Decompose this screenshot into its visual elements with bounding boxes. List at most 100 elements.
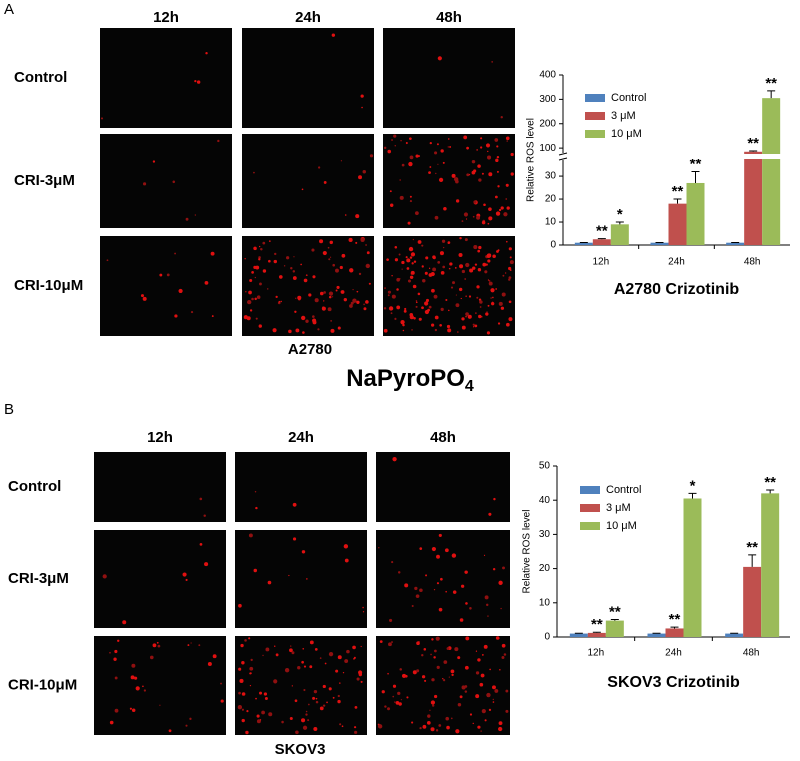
cell-signal xyxy=(369,154,374,158)
cell-signal xyxy=(505,709,509,713)
cell-signal xyxy=(354,706,358,709)
micrograph xyxy=(100,134,232,228)
cell-signal xyxy=(312,275,316,279)
cell-signal xyxy=(488,512,492,516)
cell-signal xyxy=(505,689,509,693)
cell-signal xyxy=(415,594,420,598)
cell-signal xyxy=(295,297,297,299)
cell-signal xyxy=(140,294,145,298)
cell-signal xyxy=(360,645,362,648)
x-tick-label: 12h xyxy=(587,648,604,659)
cell-signal xyxy=(459,695,463,699)
cell-signal xyxy=(510,172,514,176)
cell-signal xyxy=(238,691,241,695)
cell-signal xyxy=(378,546,380,549)
cell-signal xyxy=(258,324,262,328)
cell-signal xyxy=(251,297,254,301)
cell-signal xyxy=(433,294,438,299)
cell-signal xyxy=(505,240,508,243)
cell-signal xyxy=(343,297,347,302)
cell-signal xyxy=(443,660,448,664)
cell-signal xyxy=(268,259,271,263)
cell-signal xyxy=(362,606,364,609)
legend-label: 3 μM xyxy=(606,502,631,514)
cell-signal xyxy=(361,106,363,109)
cell-signal xyxy=(450,717,453,720)
cell-signal xyxy=(430,727,435,732)
cell-signal xyxy=(358,272,362,276)
cell-signal xyxy=(485,143,491,148)
bar xyxy=(686,182,705,245)
cell-signal xyxy=(301,315,306,321)
cell-signal xyxy=(477,249,481,253)
cell-signal xyxy=(481,172,484,175)
cell-signal xyxy=(488,708,492,712)
cell-signal xyxy=(396,305,401,310)
error-bar xyxy=(767,90,776,99)
cell-signal xyxy=(241,661,245,665)
cell-signal xyxy=(497,185,500,188)
cell-signal xyxy=(341,253,346,258)
cell-signal xyxy=(457,703,462,707)
cell-signal xyxy=(240,643,244,648)
cell-signal xyxy=(413,317,416,320)
cell-signal xyxy=(278,300,281,303)
cell-signal xyxy=(463,212,469,217)
cell-signal xyxy=(284,668,290,673)
row-label: CRI-10μM xyxy=(8,676,77,693)
cell-signal xyxy=(460,297,462,300)
cell-signal xyxy=(389,203,394,207)
cell-signal xyxy=(476,149,478,151)
cell-signal xyxy=(253,265,257,269)
cell-signal xyxy=(486,155,492,160)
cell-signal xyxy=(143,689,147,692)
cell-signal xyxy=(492,686,495,689)
cell-signal xyxy=(398,253,401,256)
cell-signal xyxy=(362,169,366,174)
cell-signal xyxy=(500,116,503,119)
cell-signal xyxy=(390,312,393,315)
cell-signal xyxy=(505,272,507,274)
bar xyxy=(726,242,745,245)
error-bar xyxy=(748,554,757,567)
cell-signal xyxy=(100,117,104,120)
cell-signal xyxy=(469,713,473,716)
cell-signal xyxy=(492,254,496,258)
cell-signal xyxy=(387,672,389,675)
cell-signal xyxy=(131,663,136,668)
cell-signal xyxy=(487,150,489,153)
cell-signal xyxy=(166,273,170,277)
panel-label: A xyxy=(4,1,14,18)
bar xyxy=(587,632,606,637)
cell-signal xyxy=(496,155,500,159)
cell-signal xyxy=(340,160,343,162)
x-tick-label: 24h xyxy=(665,648,682,659)
error-bar xyxy=(615,221,624,225)
cell-signal xyxy=(434,151,438,155)
cell-signal xyxy=(190,311,194,314)
legend-label: Control xyxy=(606,484,641,496)
cell-signal xyxy=(483,203,486,207)
cell-signal xyxy=(368,282,371,285)
cell-signal xyxy=(483,554,486,556)
cell-signal xyxy=(409,312,414,317)
cell-signal xyxy=(492,698,494,701)
cell-signal xyxy=(506,206,510,210)
micrograph xyxy=(235,636,367,735)
cell-signal xyxy=(313,727,318,732)
cell-signal xyxy=(259,691,263,695)
cell-signal xyxy=(499,668,501,671)
cell-signal xyxy=(253,171,255,174)
cell-signal xyxy=(438,533,442,537)
cell-signal xyxy=(244,258,246,260)
cell-signal xyxy=(339,682,341,684)
cell-signal xyxy=(292,537,297,541)
cell-signal xyxy=(395,701,400,705)
cell-signal xyxy=(408,246,414,252)
cell-signal xyxy=(217,139,220,143)
cell-signal xyxy=(481,220,486,225)
cell-signal xyxy=(412,238,415,241)
cell-signal xyxy=(494,195,498,199)
cell-signal xyxy=(509,260,514,265)
cell-signal xyxy=(349,268,354,273)
